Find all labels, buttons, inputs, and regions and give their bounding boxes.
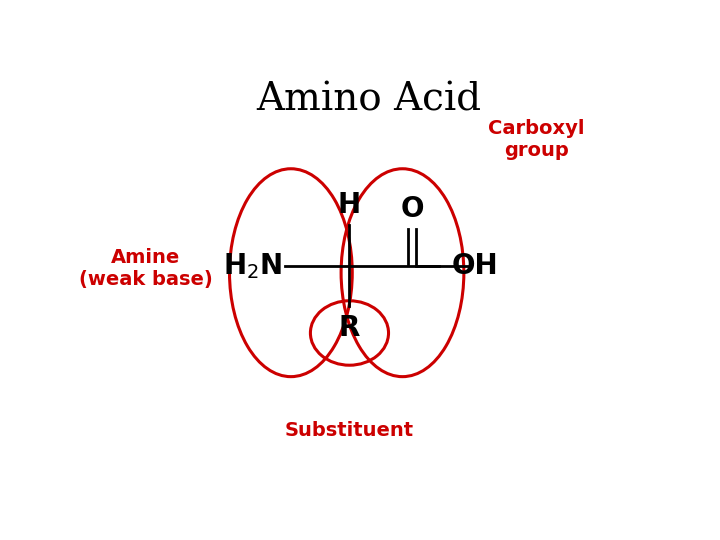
Text: R: R — [339, 314, 360, 342]
Text: Amine
(weak base): Amine (weak base) — [79, 248, 212, 289]
Text: Substituent: Substituent — [285, 421, 414, 440]
Text: H: H — [338, 191, 361, 219]
Text: O: O — [400, 195, 423, 223]
Text: Amino Acid: Amino Acid — [256, 82, 482, 118]
Text: Carboxyl
group: Carboxyl group — [488, 119, 585, 160]
Text: OH: OH — [451, 253, 498, 280]
Text: H$_2$N: H$_2$N — [223, 252, 282, 281]
